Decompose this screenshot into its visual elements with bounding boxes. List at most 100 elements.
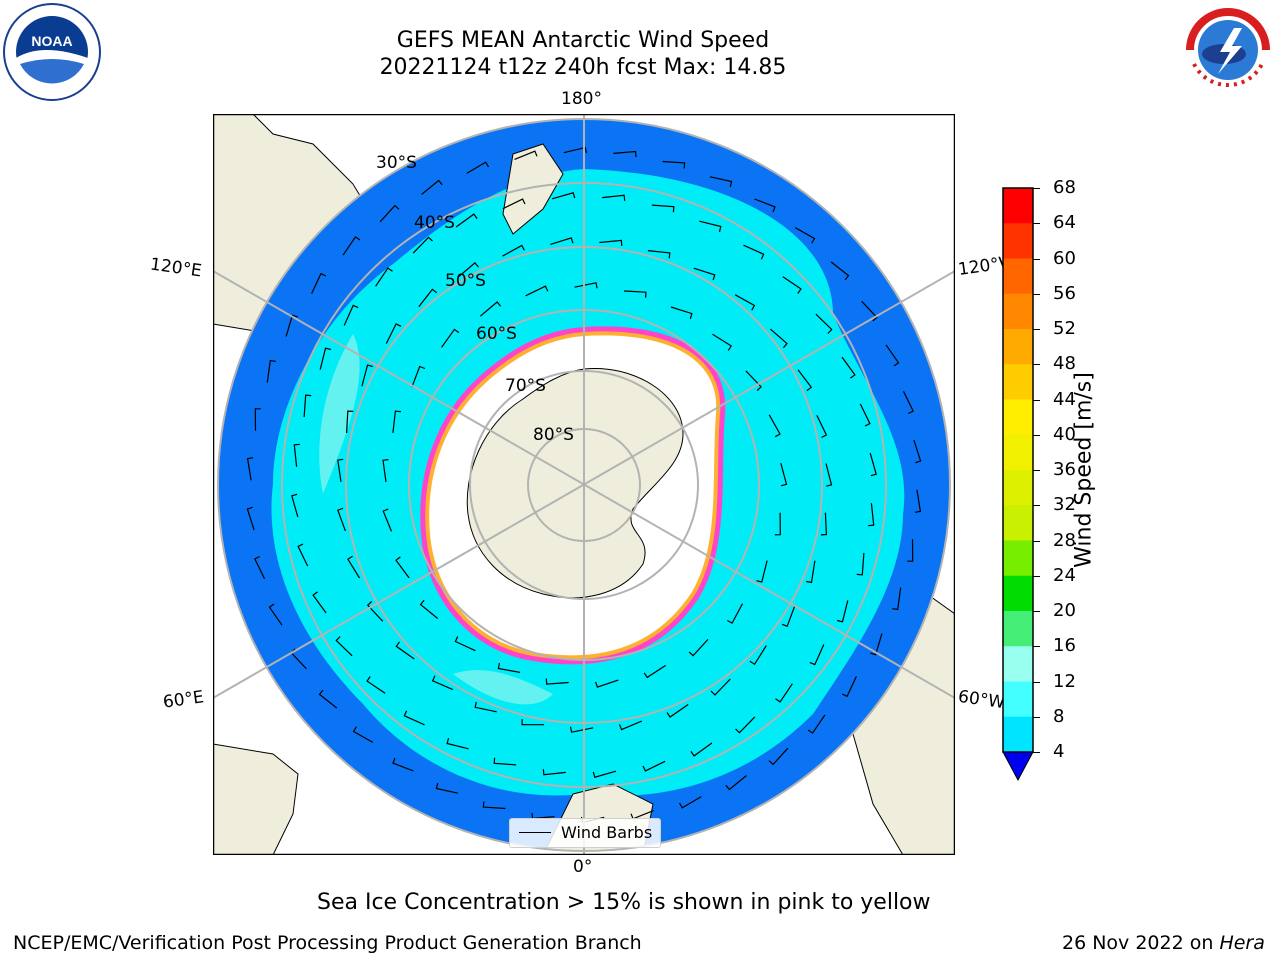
colorbar-tick-label: 52	[1053, 318, 1076, 339]
colorbar-tick-mark	[1033, 434, 1040, 436]
wind-barb	[446, 738, 469, 750]
wind-barb	[712, 333, 733, 351]
wind-barb	[311, 272, 327, 294]
wind-barb	[412, 236, 433, 254]
colorbar-cell	[1003, 434, 1033, 471]
wind-barb	[727, 603, 744, 624]
wind-barb	[825, 463, 833, 487]
wind-barb	[914, 489, 922, 513]
colorbar-tick-label: 16	[1053, 635, 1076, 657]
colorbar-tick-label: 64	[1053, 212, 1076, 234]
wind-barb	[775, 683, 793, 703]
wind-barb	[352, 726, 374, 743]
wind-barb	[699, 220, 722, 232]
wind-barb	[550, 237, 574, 245]
wind-barb	[782, 276, 802, 294]
wind-barb	[291, 493, 299, 518]
colorbar-tick-mark	[1033, 223, 1040, 225]
colorbar-tick-label: 40	[1053, 423, 1076, 445]
lon-label-upper-left: 120°E	[148, 254, 203, 282]
wind-barb	[385, 323, 402, 344]
wind-barb	[431, 675, 454, 691]
wind-barb	[392, 757, 414, 772]
wind-barb	[454, 636, 476, 652]
colorbar-cell	[1003, 329, 1033, 365]
wind-barb	[312, 591, 327, 614]
wind-barb	[569, 726, 594, 733]
wind-barb	[725, 775, 747, 791]
wind-barb	[618, 720, 643, 731]
wind-barb	[820, 512, 828, 536]
wind-barb	[809, 644, 825, 666]
wind-barb	[602, 194, 626, 201]
footer-right: 26 Nov 2022 on Hera	[1062, 932, 1265, 954]
wind-barb	[794, 227, 816, 244]
wind-barb	[734, 294, 756, 311]
wind-barb	[861, 300, 878, 322]
wind-barb	[770, 328, 788, 349]
colorbar-cell	[1003, 505, 1033, 541]
colorbar-cell	[1003, 364, 1033, 400]
colorbar	[1002, 187, 1034, 782]
colorbar-cell	[1003, 223, 1033, 259]
wind-barb	[366, 600, 384, 622]
wind-barb	[735, 716, 756, 734]
wind-barb	[268, 603, 283, 626]
wind-barb	[303, 394, 312, 418]
wind-barb-legend-line	[519, 832, 551, 833]
sea-ice-note: Sea Ice Concentration > 15% is shown in …	[317, 890, 931, 915]
wind-barb	[768, 747, 789, 766]
wind-barb	[395, 641, 415, 660]
wind-barb	[403, 710, 425, 726]
wind-barb	[768, 414, 781, 438]
wind-barb	[807, 714, 826, 734]
wind-barb	[651, 204, 675, 213]
colorbar-tick-mark	[1033, 293, 1040, 295]
colorbar-tick-label: 48	[1053, 353, 1076, 375]
wind-barb	[563, 146, 588, 154]
footer-date: 26 Nov 2022 on	[1062, 932, 1220, 954]
colorbar-tick-mark	[1033, 681, 1040, 683]
colorbar-cell	[1003, 681, 1033, 718]
colorbar-tick-label: 68	[1053, 177, 1076, 198]
wind-barb	[411, 365, 426, 388]
wind-barb	[525, 285, 549, 297]
wind-barb	[816, 414, 828, 438]
new-zealand-land	[502, 143, 564, 235]
lat-label-40: 40°S	[414, 213, 455, 233]
wind-barb	[859, 403, 871, 427]
lon-label-top: 180°	[561, 89, 602, 109]
wind-barb	[688, 638, 709, 657]
wind-barb	[347, 555, 361, 579]
colorbar-tick-label: 20	[1053, 600, 1076, 621]
footer-machine: Hera	[1219, 932, 1265, 954]
wind-barbs	[246, 146, 922, 824]
wind-barb	[662, 160, 686, 169]
colorbar-tick-label: 36	[1053, 459, 1076, 480]
wind-barb	[837, 600, 849, 623]
colorbar-cell	[1003, 399, 1033, 436]
map-legend: Wind Barbs	[509, 818, 661, 848]
wind-barb	[690, 742, 713, 757]
wind-barb	[892, 587, 902, 611]
wind-barb	[342, 236, 361, 256]
wind-barb	[642, 760, 666, 772]
wind-barb	[595, 679, 619, 688]
colorbar-tick-label: 24	[1053, 564, 1076, 586]
wind-barb	[542, 769, 566, 776]
colorbar-cell	[1003, 611, 1033, 647]
colorbar-tick-label: 8	[1053, 705, 1065, 727]
colorbar-tick-label: 56	[1053, 282, 1076, 304]
light-cyan-patches	[319, 334, 553, 705]
wind-barb	[419, 599, 439, 619]
wind-barb	[502, 198, 526, 210]
wind-barb	[502, 244, 525, 257]
wind-barb	[382, 459, 389, 483]
wind-barb	[830, 261, 850, 281]
colorbar-tick-mark	[1033, 258, 1040, 260]
wind-barb	[318, 689, 338, 709]
wind-barb	[266, 359, 276, 383]
colorbar-cell	[1003, 716, 1033, 753]
wind-barb	[395, 556, 410, 579]
lon-label-lower-left: 60°E	[161, 687, 206, 713]
